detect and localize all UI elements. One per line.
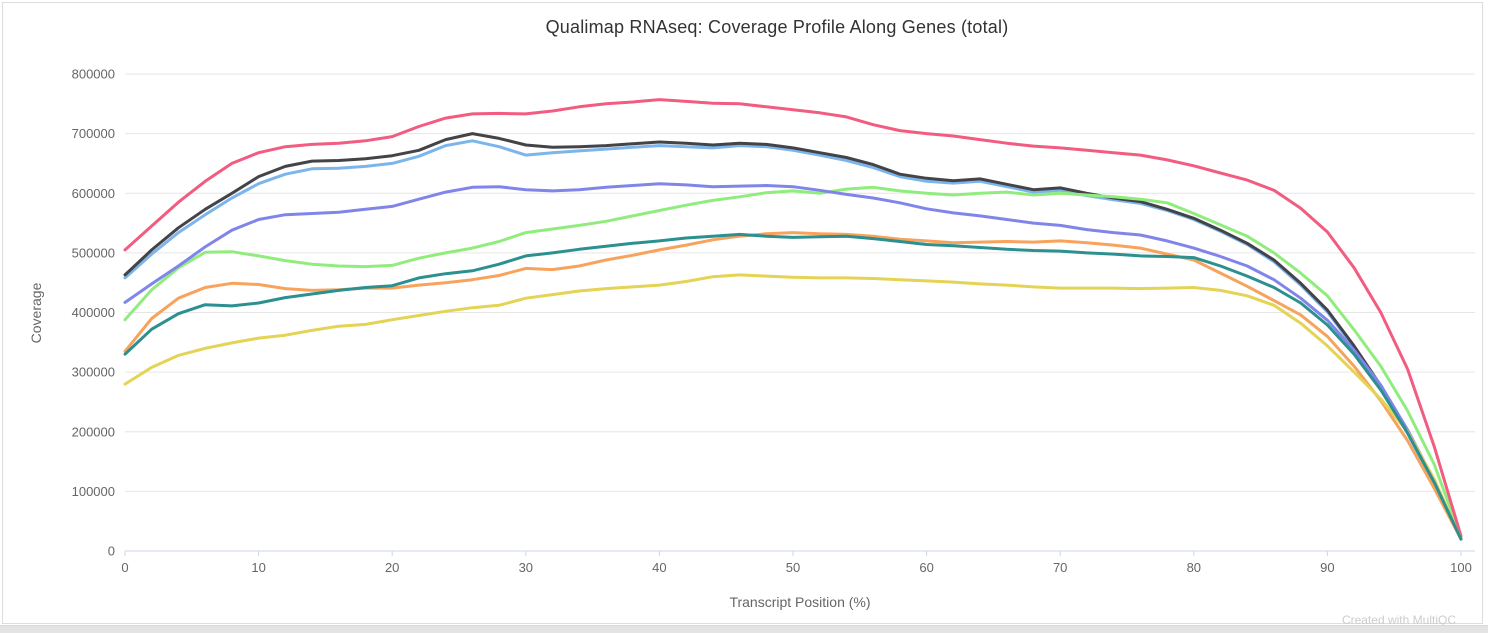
series-line-yellow — [123, 273, 1463, 541]
x-axis — [124, 550, 1475, 556]
x-tick-label: 0 — [121, 560, 128, 575]
x-tick-label: 10 — [251, 560, 265, 575]
series-line-green — [123, 185, 1463, 539]
series-line-light-blue — [123, 139, 1463, 540]
page-bottom-strip — [0, 625, 1488, 633]
series-lines — [123, 98, 1463, 541]
chart-title: Qualimap RNAseq: Coverage Profile Along … — [545, 17, 1009, 37]
series-line-teal — [123, 232, 1463, 541]
x-axis-tick-labels: 0 10 20 30 40 50 60 70 80 90 100 — [121, 560, 1471, 575]
y-tick-label: 500000 — [72, 245, 115, 260]
x-tick-label: 40 — [652, 560, 666, 575]
x-axis-title: Transcript Position (%) — [729, 594, 871, 610]
series-line-pink — [123, 98, 1463, 538]
x-tick-label: 60 — [919, 560, 933, 575]
x-tick-label: 70 — [1053, 560, 1067, 575]
y-tick-label: 0 — [108, 544, 115, 559]
x-tick-label: 100 — [1450, 560, 1472, 575]
x-tick-label: 50 — [786, 560, 800, 575]
x-tick-label: 30 — [519, 560, 533, 575]
coverage-line-chart[interactable]: 0100000200000300000400000500000600000700… — [3, 3, 1488, 633]
y-tick-label: 200000 — [72, 424, 115, 439]
y-tick-label: 800000 — [72, 67, 115, 82]
y-tick-label: 100000 — [72, 484, 115, 499]
y-axis-tick-labels: 0 100000 200000 300000 400000 500000 600000 700… — [72, 67, 115, 559]
y-tick-label: 400000 — [72, 305, 115, 320]
series-line-black — [123, 132, 1463, 540]
x-tick-label: 90 — [1320, 560, 1334, 575]
multiqc-credit: Created with MultiQC — [1341, 613, 1456, 627]
y-tick-label: 700000 — [72, 126, 115, 141]
y-tick-label: 600000 — [72, 186, 115, 201]
series-line-purple — [123, 182, 1463, 541]
x-tick-label: 80 — [1187, 560, 1201, 575]
gridlines — [125, 73, 1475, 492]
x-tick-label: 20 — [385, 560, 399, 575]
y-tick-label: 300000 — [72, 365, 115, 380]
